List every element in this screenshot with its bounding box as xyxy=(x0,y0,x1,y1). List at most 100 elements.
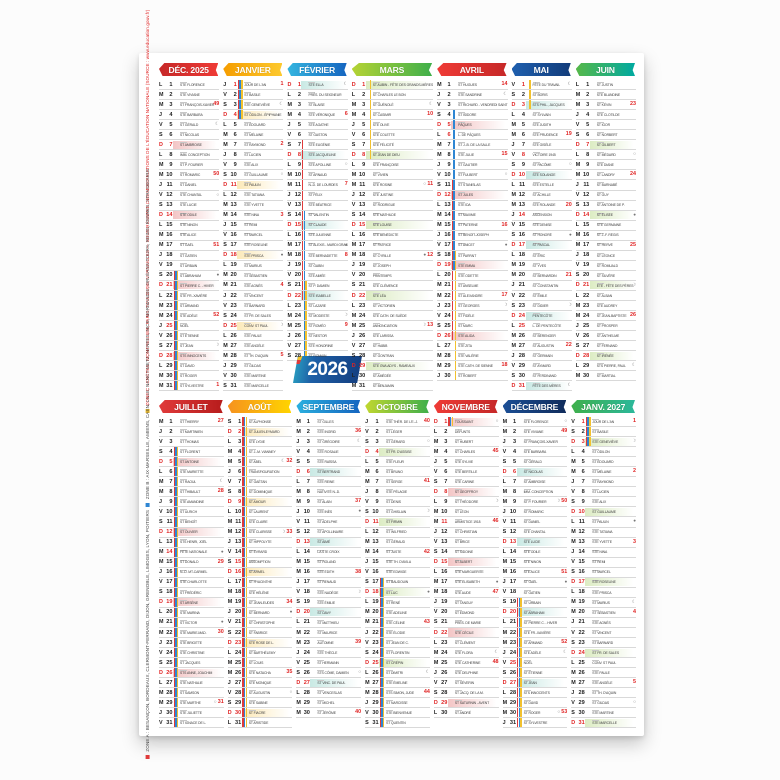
day-row: L 23 ST LAZARE xyxy=(287,301,348,312)
day-letter: V xyxy=(437,242,441,249)
day-row: S 27 ST FERNAND xyxy=(575,341,636,352)
day-letter: L xyxy=(433,709,438,716)
zone-b-bar xyxy=(243,467,246,477)
week-number: 48 xyxy=(492,659,499,666)
day-row: M 12 STE CLARISSE 33 ☽ xyxy=(227,527,293,538)
week-number: 33 xyxy=(286,528,293,535)
holiday-zone-bars xyxy=(301,220,307,230)
day-letter: M xyxy=(511,262,517,269)
day-letter: M xyxy=(351,171,357,178)
day-letter: S xyxy=(502,599,507,606)
saint-name: ST SYLVESTRE xyxy=(522,720,567,725)
day-row: S 2 ST BORIS xyxy=(511,90,572,101)
day-number: 10 xyxy=(166,171,173,178)
saint-name: STE DENISE xyxy=(531,223,572,228)
week-number: 36 xyxy=(355,428,362,435)
day-letter: V xyxy=(365,428,369,435)
day-letter: M xyxy=(351,111,357,118)
saint-name: DÉFUNTS xyxy=(453,429,498,434)
day-number: 2 xyxy=(586,91,590,98)
day-number: 18 xyxy=(166,252,173,259)
saint-name: STE HONORINE xyxy=(307,343,348,348)
day-number: 23 xyxy=(294,302,301,309)
day-row: D 21 ÉTÉ - FÊTE DES PÈRES ☽ xyxy=(575,281,636,291)
day-row: J 5 STE OLIVE xyxy=(351,120,434,131)
day-number: 6 xyxy=(444,468,448,475)
day-row: V 22 ST ÉMILE xyxy=(511,291,572,302)
day-number: 9 xyxy=(238,498,242,505)
day-letter: L xyxy=(227,508,231,515)
day-number: 13 xyxy=(509,539,517,546)
zone-a-bar xyxy=(451,220,453,230)
zone-b-bar xyxy=(381,698,383,708)
saint-name: ST MARIUS xyxy=(243,263,284,268)
saint-name: STE ADÈLE xyxy=(522,650,567,655)
day-letter: V xyxy=(227,478,232,485)
day-row: D 3 STE GENEVIÈVE ☽ xyxy=(571,437,636,448)
saint-name: STS HENRI, JOËL xyxy=(179,539,224,545)
saint-name: ST GERMAIN xyxy=(531,353,572,358)
saint-name: ST J.-F. RÉGIS xyxy=(595,233,636,238)
zone-a-bar xyxy=(237,100,240,110)
zone-b-bar xyxy=(587,437,589,447)
day-number: 24 xyxy=(578,649,585,656)
day-row: D 29 ST SATURNIN - AVENT xyxy=(433,698,499,709)
saint-name: STE LUCIE xyxy=(179,202,220,208)
day-number: 26 xyxy=(509,669,517,676)
day-number: 22 xyxy=(230,292,237,299)
day-row: D 15 ST CLAUDE xyxy=(287,220,348,231)
zone-a-bar xyxy=(173,311,175,321)
moon-phase-icon: ● xyxy=(280,251,284,257)
day-row: V 25 ST HERMANN xyxy=(296,658,362,669)
day-letter: V xyxy=(159,262,163,269)
saint-name: STE BLANDINE xyxy=(595,92,636,97)
day-row: D 23 STE ROSE DE L. xyxy=(227,638,293,649)
saint-name: ST BENJAMIN xyxy=(371,383,433,388)
day-row: V 26 ST ÉTIENNE xyxy=(159,331,220,342)
saint-name: JOUR DE L'AN xyxy=(591,419,636,424)
saint-name: ST SERGE xyxy=(385,479,430,484)
day-number: 3 xyxy=(581,438,585,445)
day-number: 16 xyxy=(444,232,451,239)
day-row: S 23 ST BARNARD xyxy=(571,638,636,649)
day-row: L 28 ST VENCESLAS xyxy=(296,688,362,699)
saint-name: ST ANTHELME xyxy=(595,333,636,338)
saint-name: STE AMANDINE xyxy=(179,499,224,504)
day-row: M 4 ST CHARLES 45 xyxy=(433,447,499,458)
saint-name: ST THIERRY xyxy=(179,419,224,424)
day-letter: D xyxy=(287,292,292,299)
day-letter: M xyxy=(365,478,370,485)
day-number: 28 xyxy=(230,352,237,359)
day-row: M 4 STE VÉRONIQUE 6 xyxy=(287,110,348,121)
saint-name: ST GILDAS xyxy=(243,363,284,368)
zone-a-bar xyxy=(173,447,175,457)
week-number: 19 xyxy=(565,131,572,138)
day-letter: L xyxy=(437,131,441,138)
zone-b-bar xyxy=(303,220,306,230)
day-number: 26 xyxy=(444,332,451,339)
day-row: M 30 ST ROGER xyxy=(159,371,220,382)
zone-b-bar xyxy=(381,668,383,678)
zone-b-bar xyxy=(175,627,177,638)
day-letter: D xyxy=(502,609,507,616)
month-header-fevrier: FÉVRIER xyxy=(287,63,347,76)
zone-b-bar xyxy=(243,497,246,507)
zone-a-bar xyxy=(242,567,244,577)
day-letter: S xyxy=(502,458,507,465)
day-letter: M xyxy=(351,312,357,319)
day-number: 10 xyxy=(230,171,237,178)
day-letter: V xyxy=(511,362,516,369)
zone-a-bar xyxy=(517,658,519,668)
saint-name: STE NINON xyxy=(522,560,567,565)
day-letter: M xyxy=(511,272,517,279)
day-row: L 1 ST JUSTIN xyxy=(575,80,636,91)
saint-name: CONV. ST PAUL xyxy=(591,660,636,665)
day-letter: M xyxy=(159,302,164,309)
day-letter: S xyxy=(159,589,163,596)
month-column-decembre: DÉCEMBRE M 1 STE FLORENCE ○ M 2 STE VIVIANE 49 J 3… xyxy=(502,400,568,729)
day-letter: J xyxy=(575,252,579,259)
moon-phase-icon: ○ xyxy=(633,151,636,157)
day-number: 6 xyxy=(297,131,301,138)
saint-name: STE EMMA xyxy=(457,263,508,268)
saint-name: ST P. DAMIEN xyxy=(307,283,348,288)
